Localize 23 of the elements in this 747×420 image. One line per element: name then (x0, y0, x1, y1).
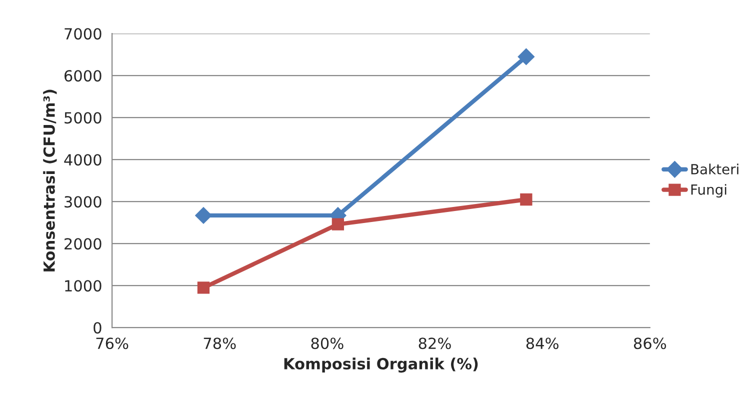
point (332, 218, 344, 230)
y-axis-title: Konsentrasi (CFU/m³) (43, 90, 57, 272)
point (518, 48, 535, 66)
x-tick-label: 78% (204, 338, 236, 350)
y-tick-label: 1000 (65, 280, 102, 292)
x-tick-label: 84% (526, 338, 558, 350)
x-tick-label: 76% (96, 338, 128, 350)
point (197, 282, 210, 294)
y-tick-label: 4000 (64, 154, 102, 166)
y-tick-label: 0 (94, 322, 102, 334)
x-tick-label: 86% (634, 338, 666, 350)
legend-label: Bakteri (691, 164, 738, 174)
y-tick-label: 3000 (64, 196, 102, 208)
y-tick-label: 2000 (64, 238, 102, 250)
x-tick-label: 80% (311, 338, 344, 350)
x-axis-title: Komposisi Organik (%) (284, 358, 478, 373)
legend-label: Fungi (691, 184, 726, 198)
y-tick-label: 7000 (64, 28, 102, 40)
y-tick-label: 5000 (64, 112, 102, 124)
x-tick-label: 82% (418, 338, 451, 350)
point (195, 207, 212, 224)
y-tick-label: 6000 (64, 70, 102, 82)
point (520, 193, 532, 206)
